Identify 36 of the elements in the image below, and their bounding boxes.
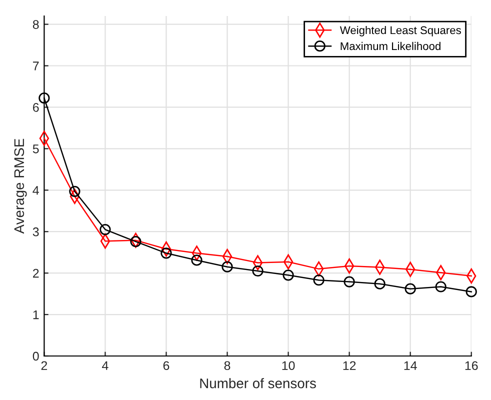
x-axis-title: Number of sensors — [200, 378, 316, 388]
x-tick-label: 12 — [343, 361, 356, 370]
y-tick-label: 3 — [32, 227, 39, 236]
x-tick-label: 8 — [224, 361, 230, 370]
x-tick-label: 6 — [163, 361, 170, 370]
point — [130, 236, 142, 248]
legend-label: Maximum Likelihood — [340, 42, 440, 50]
point — [344, 276, 355, 288]
point — [435, 281, 446, 292]
x-tick-label: 14 — [404, 361, 417, 370]
point — [191, 254, 202, 266]
x-tick-label: 16 — [465, 361, 478, 370]
point — [374, 278, 386, 290]
y-tick-label: 0 — [32, 352, 39, 361]
y-axis-title: Average RMSE — [14, 138, 27, 234]
point — [313, 274, 324, 286]
point — [100, 224, 111, 236]
legend-label: Weighted Least Squares — [340, 26, 461, 36]
x-tick-label: 2 — [41, 361, 48, 370]
y-tick-label: 1 — [33, 310, 39, 320]
point — [222, 261, 233, 272]
point — [38, 92, 50, 104]
y-tick-label: 6 — [33, 103, 39, 112]
point — [252, 265, 264, 277]
y-tick-label: 8 — [32, 20, 39, 29]
y-tick-label: 7 — [33, 62, 39, 70]
y-tick-label: 4 — [32, 186, 39, 195]
x-tick-label: 10 — [282, 361, 295, 370]
point — [69, 186, 80, 197]
point — [282, 270, 294, 281]
y-tick-label: 5 — [32, 144, 39, 154]
point — [160, 248, 172, 259]
point — [404, 283, 416, 294]
x-tick-label: 4 — [102, 361, 108, 370]
point — [466, 286, 477, 298]
y-tick-label: 2 — [33, 268, 39, 278]
